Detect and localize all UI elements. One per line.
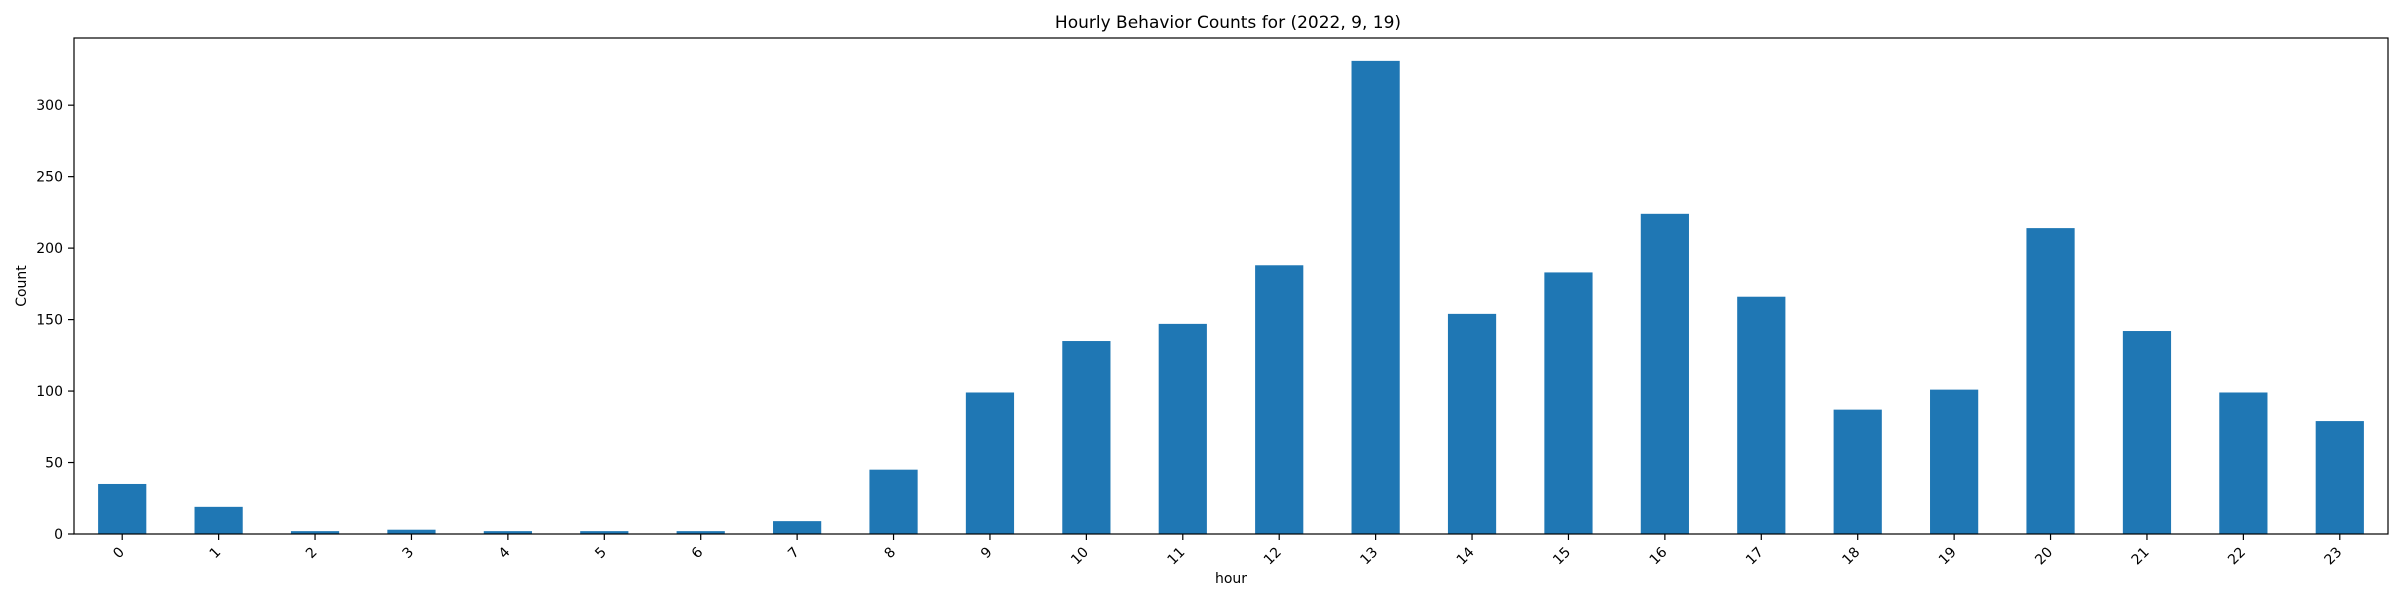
bar-hour-16 bbox=[1640, 213, 1689, 535]
bar-hour-18 bbox=[1833, 409, 1882, 534]
x-axis: 0 1 2 3 4 5 6 7 8 9 10 11 12 13 14 15 16 17 18 19 20 21 22 23 bbox=[110, 534, 2345, 568]
y-tick-label: 50 bbox=[45, 456, 63, 472]
bar-hour-17 bbox=[1737, 296, 1786, 534]
x-tick-label: 5 bbox=[592, 544, 610, 562]
bar-hour-19 bbox=[1930, 389, 1979, 534]
bar-hour-10 bbox=[1062, 341, 1111, 534]
bar-hour-11 bbox=[1158, 323, 1207, 534]
x-tick-label: 14 bbox=[1454, 544, 1478, 568]
bar-hour-0 bbox=[98, 483, 147, 534]
bar-hour-12 bbox=[1255, 265, 1304, 534]
x-tick-label: 2 bbox=[303, 544, 321, 562]
y-tick-label: 200 bbox=[36, 241, 63, 257]
x-tick-label: 1 bbox=[207, 544, 225, 562]
bar-hour-5 bbox=[580, 531, 629, 534]
y-axis-label: Count bbox=[14, 265, 30, 307]
y-tick-label: 150 bbox=[36, 313, 63, 329]
bar-hour-7 bbox=[773, 521, 822, 534]
bar-hour-20 bbox=[2026, 228, 2075, 535]
x-tick-label: 6 bbox=[689, 544, 707, 562]
plot-frame bbox=[73, 37, 2389, 535]
x-tick-label: 3 bbox=[399, 544, 417, 562]
bar-hour-15 bbox=[1544, 272, 1593, 534]
y-tick-label: 250 bbox=[36, 170, 63, 186]
x-tick-label: 15 bbox=[1550, 544, 1574, 568]
bar-hour-6 bbox=[676, 531, 725, 534]
x-tick-label: 23 bbox=[2322, 544, 2346, 568]
bar-hour-4 bbox=[483, 531, 532, 534]
bar-hour-14 bbox=[1447, 313, 1497, 534]
x-tick-label: 10 bbox=[1068, 544, 1092, 568]
x-tick-label: 4 bbox=[496, 544, 514, 562]
bar-hour-23 bbox=[2315, 421, 2364, 534]
y-tick-label: 100 bbox=[36, 384, 63, 400]
bar-hour-21 bbox=[2122, 331, 2172, 534]
x-tick-label: 0 bbox=[110, 544, 128, 562]
x-tick-label: 18 bbox=[1839, 544, 1863, 568]
bar-hour-1 bbox=[194, 506, 243, 534]
x-tick-label: 13 bbox=[1357, 544, 1381, 568]
x-tick-label: 17 bbox=[1743, 544, 1767, 568]
y-tick-label: 0 bbox=[54, 527, 63, 543]
x-tick-label: 9 bbox=[978, 544, 996, 562]
y-axis: 0 50 100 150 200 250 300 bbox=[36, 98, 74, 543]
x-tick-label: 20 bbox=[2032, 544, 2056, 568]
x-tick-label: 11 bbox=[1165, 544, 1189, 568]
bar-hour-9 bbox=[965, 392, 1015, 534]
x-tick-label: 8 bbox=[882, 544, 900, 562]
bar-hour-13 bbox=[1351, 60, 1400, 535]
bars-layer bbox=[98, 60, 2364, 535]
x-axis-label: hour bbox=[1215, 571, 1247, 587]
bar-hour-2 bbox=[290, 531, 340, 534]
bar-hour-22 bbox=[2219, 392, 2268, 534]
bar-hour-8 bbox=[869, 469, 918, 534]
bar-hour-3 bbox=[387, 529, 436, 534]
x-tick-label: 7 bbox=[785, 544, 803, 562]
x-tick-label: 21 bbox=[2129, 544, 2153, 568]
x-tick-label: 12 bbox=[1261, 544, 1285, 568]
chart-title: Hourly Behavior Counts for (2022, 9, 19) bbox=[1055, 13, 1401, 33]
x-tick-label: 22 bbox=[2225, 544, 2249, 568]
y-tick-label: 300 bbox=[36, 98, 63, 114]
x-tick-label: 19 bbox=[1936, 544, 1960, 568]
x-tick-label: 16 bbox=[1647, 544, 1671, 568]
